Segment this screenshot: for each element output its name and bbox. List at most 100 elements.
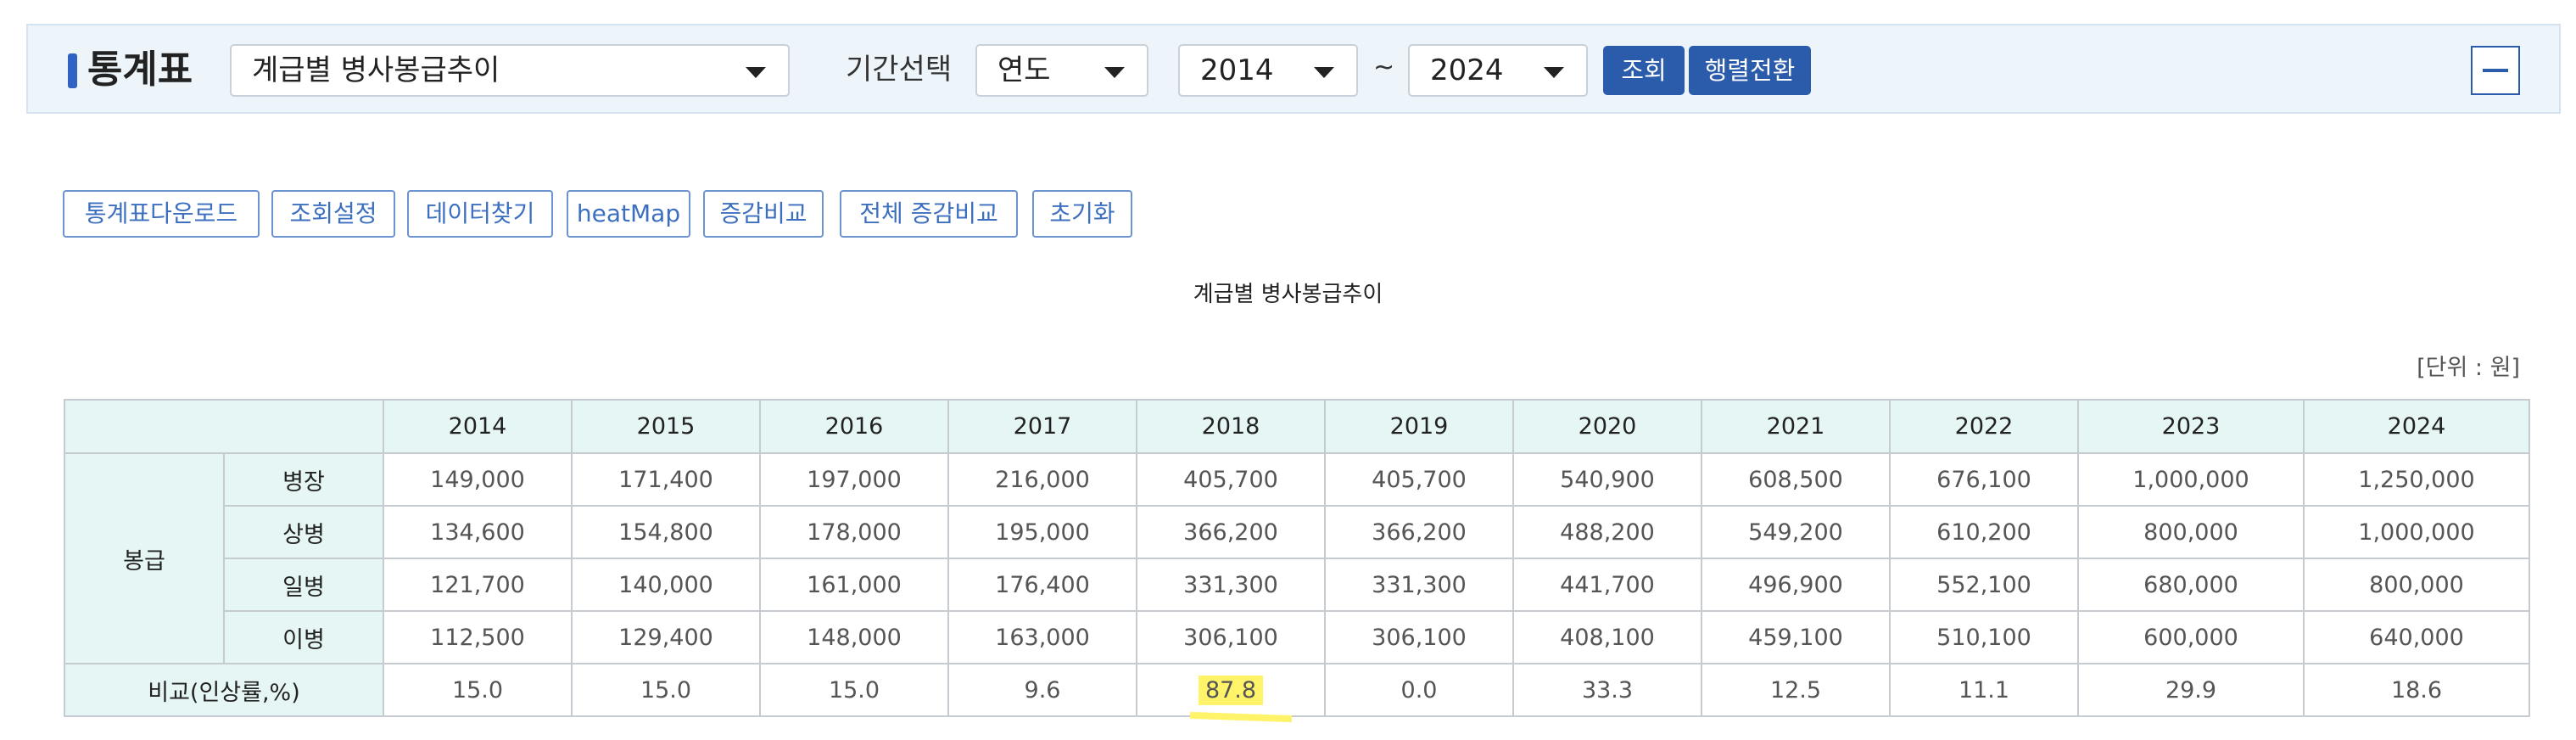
rank-label: 병장: [223, 452, 384, 507]
table-cell: 0.0: [1324, 663, 1514, 717]
query-settings-button[interactable]: 조회설정: [271, 190, 395, 238]
rank-label: 상병: [223, 505, 384, 559]
table-row: 이병 112,500 129,400 148,000 163,000 306,1…: [64, 610, 2530, 664]
table-cell: 18.6: [2303, 663, 2530, 717]
chevron-down-icon: [746, 67, 766, 78]
search-bar: 통계표 계급별 병사봉급추이 기간선택 연도 2014 ~ 2024 조회 행렬…: [26, 24, 2561, 114]
table-cell: 11.1: [1889, 663, 2079, 717]
range-tilde: ~: [1373, 53, 1395, 82]
to-year-value: 2024: [1430, 53, 1504, 87]
page-title: 통계표: [87, 47, 193, 92]
period-type-select[interactable]: 연도: [975, 44, 1148, 97]
minus-icon: [2483, 69, 2508, 72]
stats-table: 2014 2015 2016 2017 2018 2019 2020 2021 …: [64, 399, 2530, 717]
from-year-value: 2014: [1200, 53, 1274, 87]
header-row: 2014 2015 2016 2017 2018 2019 2020 2021 …: [64, 399, 2530, 454]
find-data-button[interactable]: 데이터찾기: [407, 190, 553, 238]
table-cell: 176,400: [947, 558, 1137, 612]
table-cell: 154,800: [571, 505, 761, 559]
year-header: 2019: [1324, 399, 1514, 454]
rank-label: 이병: [223, 610, 384, 664]
from-year-select[interactable]: 2014: [1178, 44, 1358, 97]
chevron-down-icon: [1544, 67, 1564, 78]
table-cell: 331,300: [1324, 558, 1514, 612]
year-header: 2017: [947, 399, 1137, 454]
period-label: 기간선택: [846, 53, 953, 87]
table-cell: 306,100: [1324, 610, 1514, 664]
compare-row: 비교(인상률,%) 15.0 15.0 15.0 9.6 87.8 0.0 33…: [64, 663, 2530, 717]
chevron-down-icon: [1104, 67, 1125, 78]
table-select-value: 계급별 병사봉급추이: [252, 53, 500, 87]
table-cell: 161,000: [759, 558, 949, 612]
table-cell: 405,700: [1324, 452, 1514, 507]
table-cell: 112,500: [383, 610, 573, 664]
table-cell: 608,500: [1701, 452, 1891, 507]
table-cell: 640,000: [2303, 610, 2530, 664]
query-button[interactable]: 조회: [1603, 46, 1685, 95]
table-cell: 33.3: [1512, 663, 1702, 717]
table-cell: 15.0: [759, 663, 949, 717]
table-cell: 149,000: [383, 452, 573, 507]
table-cell: 163,000: [947, 610, 1137, 664]
year-header: 2021: [1701, 399, 1891, 454]
group-label: 봉급: [64, 452, 225, 664]
table-cell: 540,900: [1512, 452, 1702, 507]
reset-button[interactable]: 초기화: [1032, 190, 1132, 238]
year-header: 2015: [571, 399, 761, 454]
year-header: 2020: [1512, 399, 1702, 454]
table-cell: 1,000,000: [2303, 505, 2530, 559]
transpose-button[interactable]: 행렬전환: [1689, 46, 1811, 95]
table-cell: 134,600: [383, 505, 573, 559]
table-cell: 121,700: [383, 558, 573, 612]
period-type-value: 연도: [997, 53, 1051, 87]
collapse-button[interactable]: [2471, 46, 2520, 95]
table-cell: 197,000: [759, 452, 949, 507]
table-cell: 195,000: [947, 505, 1137, 559]
table-select[interactable]: 계급별 병사봉급추이: [230, 44, 790, 97]
compare-label: 비교(인상률,%): [64, 663, 384, 717]
table-cell: 800,000: [2077, 505, 2305, 559]
table-cell: 496,900: [1701, 558, 1891, 612]
table-cell: 366,200: [1324, 505, 1514, 559]
corner-cell: [64, 399, 384, 454]
to-year-select[interactable]: 2024: [1408, 44, 1588, 97]
year-header: 2022: [1889, 399, 2079, 454]
table-cell: 488,200: [1512, 505, 1702, 559]
table-cell: 405,700: [1136, 452, 1326, 507]
table-cell: 366,200: [1136, 505, 1326, 559]
table-title: 계급별 병사봉급추이: [1193, 282, 1383, 307]
table-cell: 459,100: [1701, 610, 1891, 664]
table-cell: 441,700: [1512, 558, 1702, 612]
table-cell: 12.5: [1701, 663, 1891, 717]
unit-label: [단위 : 원]: [2417, 355, 2520, 381]
table-cell: 1,000,000: [2077, 452, 2305, 507]
table-cell: 140,000: [571, 558, 761, 612]
table-cell: 331,300: [1136, 558, 1326, 612]
total-change-compare-button[interactable]: 전체 증감비교: [840, 190, 1018, 238]
table-row: 상병 134,600 154,800 178,000 195,000 366,2…: [64, 505, 2530, 559]
table-cell: 1,250,000: [2303, 452, 2530, 507]
rank-label: 일병: [223, 558, 384, 612]
year-header: 2016: [759, 399, 949, 454]
year-header: 2018: [1136, 399, 1326, 454]
table-cell: 510,100: [1889, 610, 2079, 664]
download-table-button[interactable]: 통계표다운로드: [63, 190, 260, 238]
year-header: 2024: [2303, 399, 2530, 454]
table-cell: 676,100: [1889, 452, 2079, 507]
table-cell: 306,100: [1136, 610, 1326, 664]
table-cell: 9.6: [947, 663, 1137, 717]
heatmap-button[interactable]: heatMap: [567, 190, 690, 238]
table-cell: 680,000: [2077, 558, 2305, 612]
table-cell: 610,200: [1889, 505, 2079, 559]
chevron-down-icon: [1314, 67, 1334, 78]
table-cell: 408,100: [1512, 610, 1702, 664]
change-compare-button[interactable]: 증감비교: [703, 190, 824, 238]
year-header: 2023: [2077, 399, 2305, 454]
table-row: 봉급 병장 149,000 171,400 197,000 216,000 40…: [64, 452, 2530, 664]
highlighted-value: 87.8: [1198, 675, 1264, 705]
table-cell: 549,200: [1701, 505, 1891, 559]
table-cell: 29.9: [2077, 663, 2305, 717]
year-header: 2014: [383, 399, 573, 454]
table-cell: 15.0: [383, 663, 573, 717]
table-cell: 129,400: [571, 610, 761, 664]
